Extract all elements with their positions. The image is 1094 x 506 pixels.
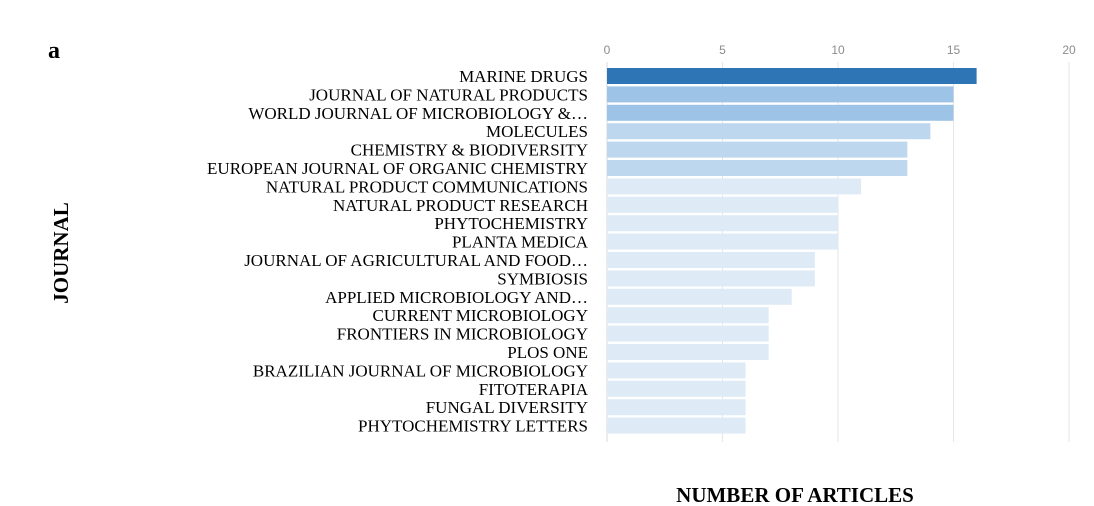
bar (607, 344, 769, 360)
x-tick-label: 10 (831, 43, 845, 57)
category-label: FUNGAL DIVERSITY (426, 398, 588, 417)
bar (607, 68, 977, 84)
category-label: PHYTOCHEMISTRY (434, 214, 588, 233)
category-label: BRAZILIAN JOURNAL OF MICROBIOLOGY (253, 361, 588, 380)
category-label: CURRENT MICROBIOLOGY (372, 306, 588, 325)
x-axis-title: NUMBER OF ARTICLES (676, 483, 914, 506)
category-label: EUROPEAN JOURNAL OF ORGANIC CHEMISTRY (207, 159, 588, 178)
category-label: JOURNAL OF AGRICULTURAL AND FOOD… (244, 251, 588, 270)
bar (607, 104, 954, 121)
bar (607, 399, 746, 416)
category-label: MARINE DRUGS (459, 67, 588, 86)
bar (607, 380, 746, 397)
x-tick-label: 20 (1062, 43, 1076, 57)
bar (607, 233, 838, 250)
category-label: NATURAL PRODUCT COMMUNICATIONS (266, 177, 588, 196)
bar (607, 196, 838, 213)
y-axis-title: JOURNAL (49, 202, 73, 304)
bar (607, 160, 908, 176)
category-label: NATURAL PRODUCT RESEARCH (333, 196, 588, 215)
panel-label: a (48, 38, 60, 64)
category-label: PLANTA MEDICA (452, 233, 589, 252)
x-tick-label: 0 (604, 43, 611, 57)
x-tick-labels: 0 5 10 15 20 (604, 43, 1076, 57)
bar (607, 362, 746, 379)
bar (607, 215, 838, 232)
bar (607, 86, 954, 103)
bar (607, 270, 815, 287)
category-label: MOLECULES (486, 122, 588, 141)
bar (607, 307, 769, 324)
bar (607, 141, 908, 158)
bar (607, 252, 815, 268)
bar (607, 123, 931, 140)
category-label: FRONTIERS IN MICROBIOLOGY (337, 325, 588, 344)
category-label: PHYTOCHEMISTRY LETTERS (358, 417, 588, 436)
category-label: CHEMISTRY & BIODIVERSITY (351, 141, 588, 160)
bar (607, 325, 769, 342)
category-label: SYMBIOSIS (497, 269, 588, 288)
category-label: JOURNAL OF NATURAL PRODUCTS (309, 85, 588, 104)
bar (607, 417, 746, 434)
category-label: FITOTERAPIA (479, 380, 589, 399)
bars (607, 68, 977, 434)
x-tick-label: 15 (947, 43, 961, 57)
category-label: APPLIED MICROBIOLOGY AND… (325, 288, 588, 307)
x-tick-label: 5 (719, 43, 726, 57)
bar (607, 288, 792, 305)
category-label: PLOS ONE (507, 343, 588, 362)
category-label: WORLD JOURNAL OF MICROBIOLOGY &… (248, 104, 588, 123)
bar (607, 178, 862, 195)
